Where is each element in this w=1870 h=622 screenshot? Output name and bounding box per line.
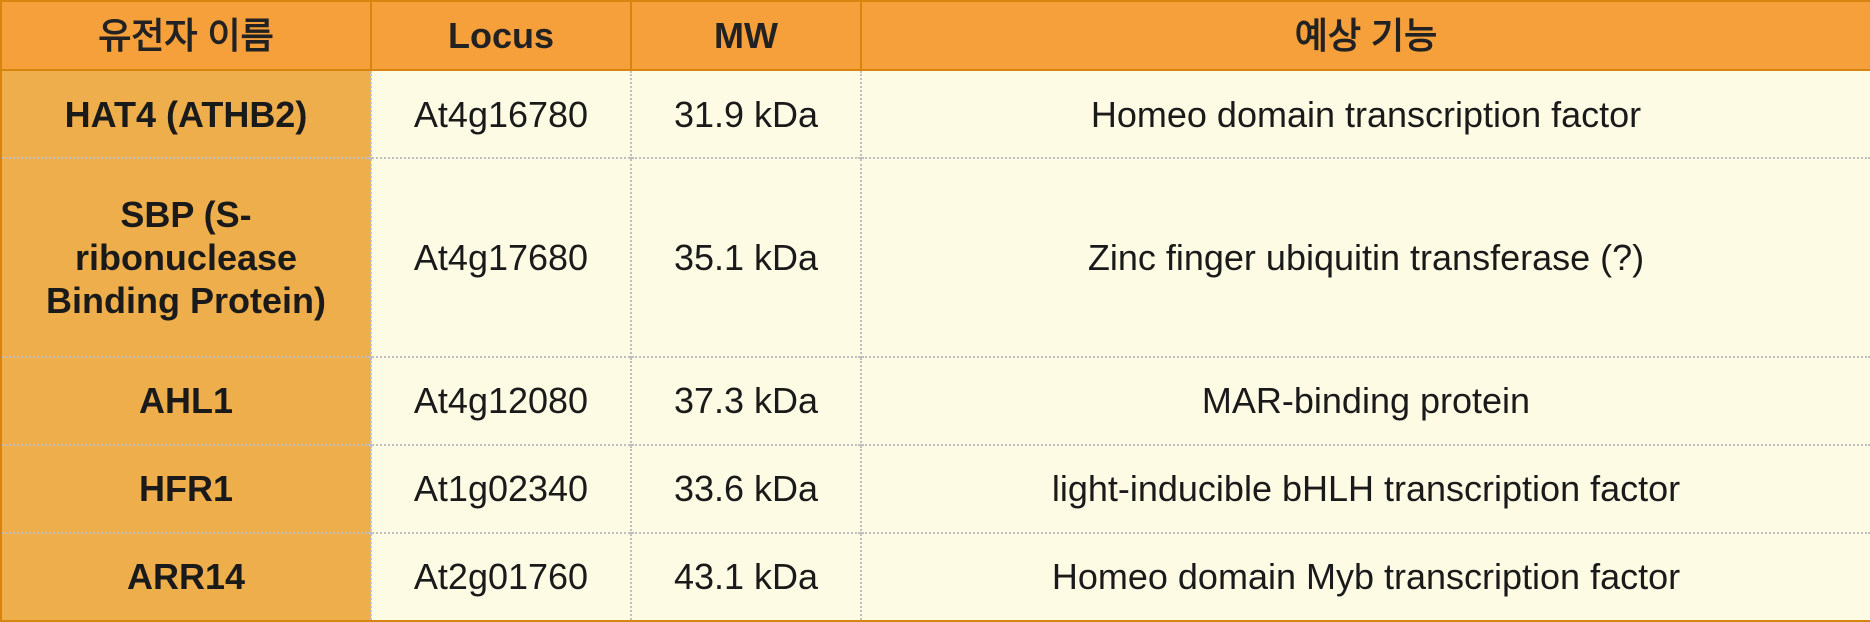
cell-func: light-inducible bHLH transcription facto… [861, 445, 1870, 533]
col-header-mw: MW [631, 1, 861, 70]
cell-mw: 37.3 kDa [631, 357, 861, 445]
cell-gene: HFR1 [1, 445, 371, 533]
cell-locus: At4g16780 [371, 70, 631, 158]
table-row: ARR14 At2g01760 43.1 kDa Homeo domain My… [1, 533, 1870, 621]
cell-func: Homeo domain Myb transcription factor [861, 533, 1870, 621]
cell-mw: 43.1 kDa [631, 533, 861, 621]
cell-mw: 35.1 kDa [631, 158, 861, 356]
table-row: SBP (S-ribonuclease Binding Protein) At4… [1, 158, 1870, 356]
gene-table: 유전자 이름 Locus MW 예상 기능 HAT4 (ATHB2) At4g1… [0, 0, 1870, 622]
cell-mw: 31.9 kDa [631, 70, 861, 158]
col-header-locus: Locus [371, 1, 631, 70]
cell-func: Zinc finger ubiquitin transferase (?) [861, 158, 1870, 356]
cell-func: Homeo domain transcription factor [861, 70, 1870, 158]
cell-gene: AHL1 [1, 357, 371, 445]
table-row: HFR1 At1g02340 33.6 kDa light-inducible … [1, 445, 1870, 533]
cell-locus: At1g02340 [371, 445, 631, 533]
cell-gene: ARR14 [1, 533, 371, 621]
table-row: HAT4 (ATHB2) At4g16780 31.9 kDa Homeo do… [1, 70, 1870, 158]
cell-func: MAR-binding protein [861, 357, 1870, 445]
cell-locus: At4g17680 [371, 158, 631, 356]
header-row: 유전자 이름 Locus MW 예상 기능 [1, 1, 1870, 70]
gene-table-container: 유전자 이름 Locus MW 예상 기능 HAT4 (ATHB2) At4g1… [0, 0, 1870, 622]
cell-mw: 33.6 kDa [631, 445, 861, 533]
col-header-func: 예상 기능 [861, 1, 1870, 70]
cell-locus: At2g01760 [371, 533, 631, 621]
col-header-gene: 유전자 이름 [1, 1, 371, 70]
cell-gene: HAT4 (ATHB2) [1, 70, 371, 158]
cell-locus: At4g12080 [371, 357, 631, 445]
cell-gene: SBP (S-ribonuclease Binding Protein) [1, 158, 371, 356]
table-row: AHL1 At4g12080 37.3 kDa MAR-binding prot… [1, 357, 1870, 445]
